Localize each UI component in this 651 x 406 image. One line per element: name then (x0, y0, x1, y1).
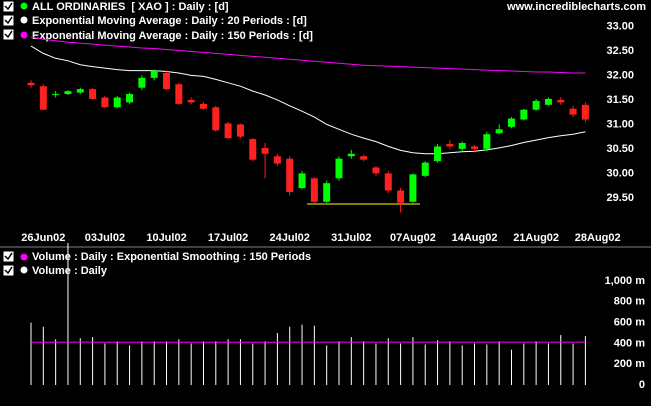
candle-body (236, 124, 244, 137)
legend-dot (20, 266, 28, 274)
candle-body (581, 104, 589, 120)
candle-body (212, 107, 220, 131)
candle-body (507, 118, 515, 127)
y-tick-label: 31.50 (606, 94, 634, 106)
candle-body (27, 82, 35, 86)
y-tick-label: 200 m (614, 358, 645, 370)
x-tick-label: 24Jul02 (270, 232, 310, 244)
x-tick-label: 17Jul02 (208, 232, 248, 244)
candle-body (89, 89, 97, 99)
candle-body (286, 158, 294, 192)
candle-body (569, 108, 577, 115)
candle-body (335, 158, 343, 179)
candle-body (310, 178, 318, 202)
check-marks (4, 2, 13, 275)
candle-body (261, 147, 269, 154)
candle-body (39, 86, 47, 110)
candle-body (323, 183, 331, 202)
x-tick-label: 31Jul02 (331, 232, 371, 244)
y-tick-label: 1,000 m (605, 275, 646, 287)
legend-dot (20, 16, 28, 24)
y-tick-label: 31.00 (606, 118, 634, 130)
candle-body (421, 162, 429, 176)
candle-body (544, 98, 552, 105)
candle-body (175, 84, 183, 104)
candle-body (249, 139, 257, 160)
candle-body (64, 91, 72, 95)
candle-body (372, 167, 380, 174)
y-tick-label: 32.00 (606, 69, 634, 81)
y-tick-label: 30.50 (606, 143, 634, 155)
candle-body (520, 109, 528, 120)
candle-body (163, 73, 171, 90)
line-series (30, 36, 586, 74)
legend-label: Exponential Moving Average : Daily : 20 … (32, 15, 307, 27)
legend-dot (20, 253, 28, 261)
site-label: www.incrediblecharts.com (506, 1, 646, 13)
candle-body (76, 89, 84, 93)
legend-label: Exponential Moving Average : Daily : 150… (32, 30, 313, 42)
y-tick-label: 30.00 (606, 167, 634, 179)
candle-body (150, 70, 158, 78)
legend-dot (20, 31, 28, 39)
y-tick-label: 800 m (614, 296, 645, 308)
candle-body (495, 129, 503, 134)
candle-body (397, 190, 405, 203)
candle-body (187, 99, 195, 103)
y-tick-label: 32.50 (606, 45, 634, 57)
candle-body (224, 123, 232, 139)
y-tick-label: 400 m (614, 337, 645, 349)
candle-body (199, 103, 207, 109)
line-series (30, 45, 586, 155)
x-tick-label: 14Aug02 (452, 232, 498, 244)
candle-body (434, 146, 442, 162)
candle-body (101, 97, 109, 108)
candle-body (446, 144, 454, 147)
checkboxes (2, 0, 15, 277)
candle-body (138, 77, 146, 88)
candle-body (273, 156, 281, 164)
candle-body (298, 173, 306, 189)
y-tick-label: 29.50 (606, 192, 634, 204)
x-tick-label: 21Aug02 (513, 232, 559, 244)
candle-body (360, 156, 368, 160)
candle-body (347, 153, 355, 157)
y-tick-label: 0 (639, 379, 645, 391)
x-tick-label: 28Aug02 (575, 232, 621, 244)
candle-body (471, 146, 479, 149)
x-tick-label: 03Jul02 (85, 232, 125, 244)
candle-body (52, 94, 60, 96)
candle-body (557, 99, 565, 103)
legend-label: ALL ORDINARIES [ XAO ] : Daily : [d] (32, 1, 229, 13)
x-tick-label: 10Jul02 (146, 232, 186, 244)
candle-body (458, 143, 466, 149)
y-tick-label: 600 m (614, 316, 645, 328)
legend-label: Volume : Daily : Exponential Smoothing :… (32, 251, 311, 263)
candle-body (532, 100, 540, 110)
candle-body (384, 173, 392, 191)
candle-body (126, 94, 134, 103)
x-tick-label: 07Aug02 (390, 232, 436, 244)
candle-body (483, 134, 491, 149)
legend-dot (20, 2, 28, 10)
candle-body (113, 97, 121, 108)
x-tick-label: 26Jun02 (21, 232, 65, 244)
candle-body (409, 174, 417, 202)
y-tick-label: 33.00 (606, 20, 634, 32)
legend-label: Volume : Daily (32, 265, 108, 277)
